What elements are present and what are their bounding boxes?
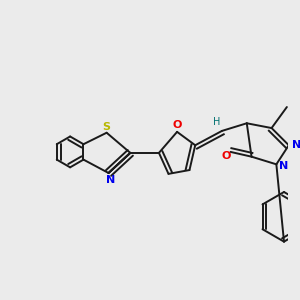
Text: O: O <box>172 120 182 130</box>
Text: N: N <box>279 161 289 171</box>
Text: N: N <box>106 175 115 185</box>
Text: N: N <box>292 140 300 150</box>
Text: S: S <box>103 122 111 132</box>
Text: H: H <box>214 117 221 127</box>
Text: O: O <box>221 151 230 161</box>
